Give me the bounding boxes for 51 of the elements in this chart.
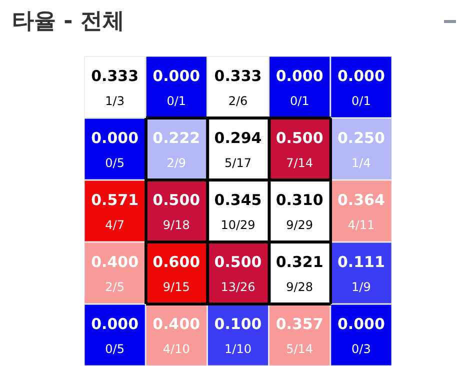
annotation: 0/1 (352, 94, 371, 108)
annotation: 0/5 (105, 342, 124, 356)
annotation: 9/29 (286, 218, 314, 232)
data-label: 0.333 (91, 67, 139, 85)
data-label: 0.000 (152, 67, 200, 85)
data-label: 0.500 (152, 191, 200, 209)
annotation: 5/17 (224, 156, 252, 170)
annotation: 4/10 (162, 342, 190, 356)
data-label: 0.100 (214, 315, 262, 333)
data-label: 0.400 (91, 253, 139, 271)
annotation: 0/3 (352, 342, 371, 356)
annotation: 13/26 (220, 280, 256, 294)
data-label: 0.357 (276, 315, 324, 333)
data-label: 0.400 (152, 315, 200, 333)
data-label: 0.000 (337, 315, 385, 333)
data-label: 0.345 (214, 191, 262, 209)
annotation: 2/6 (228, 94, 248, 108)
data-label: 0.500 (276, 129, 324, 147)
annotation: 10/29 (220, 218, 256, 232)
data-label: 0.222 (152, 129, 200, 147)
data-label: 0.000 (91, 129, 139, 147)
annotation: 2/9 (166, 156, 186, 170)
data-label: 0.310 (276, 191, 324, 209)
data-label: 0.364 (337, 191, 385, 209)
data-label: 0.250 (337, 129, 385, 147)
annotation: 9/18 (162, 218, 190, 232)
data-label: 0.000 (337, 67, 385, 85)
annotation: 4/11 (348, 218, 375, 232)
annotation: 9/15 (162, 280, 190, 294)
data-label: 0.571 (91, 191, 139, 209)
data-label: 0.500 (214, 253, 262, 271)
annotation: 0/1 (290, 94, 310, 108)
annotation: 2/5 (105, 280, 124, 294)
data-label: 0.294 (214, 129, 262, 147)
data-label: 0.321 (276, 253, 324, 271)
annotation: 1/10 (224, 342, 252, 356)
annotation: 5/14 (286, 342, 314, 356)
annotation: 4/7 (105, 218, 124, 232)
annotation: 0/5 (105, 156, 124, 170)
data-label: 0.333 (214, 67, 262, 85)
annotation: 1/4 (352, 156, 371, 170)
annotation: 0/1 (166, 94, 186, 108)
data-label: 0.000 (91, 315, 139, 333)
annotation: 9/28 (286, 280, 314, 294)
annotation: 1/9 (352, 280, 371, 294)
data-label: 0.000 (276, 67, 324, 85)
data-label: 0.111 (337, 253, 385, 271)
chart-title: 타율 - 전체 (12, 8, 124, 36)
annotation: 1/3 (105, 94, 124, 108)
data-label: 0.600 (152, 253, 200, 271)
annotation: 7/14 (286, 156, 314, 170)
